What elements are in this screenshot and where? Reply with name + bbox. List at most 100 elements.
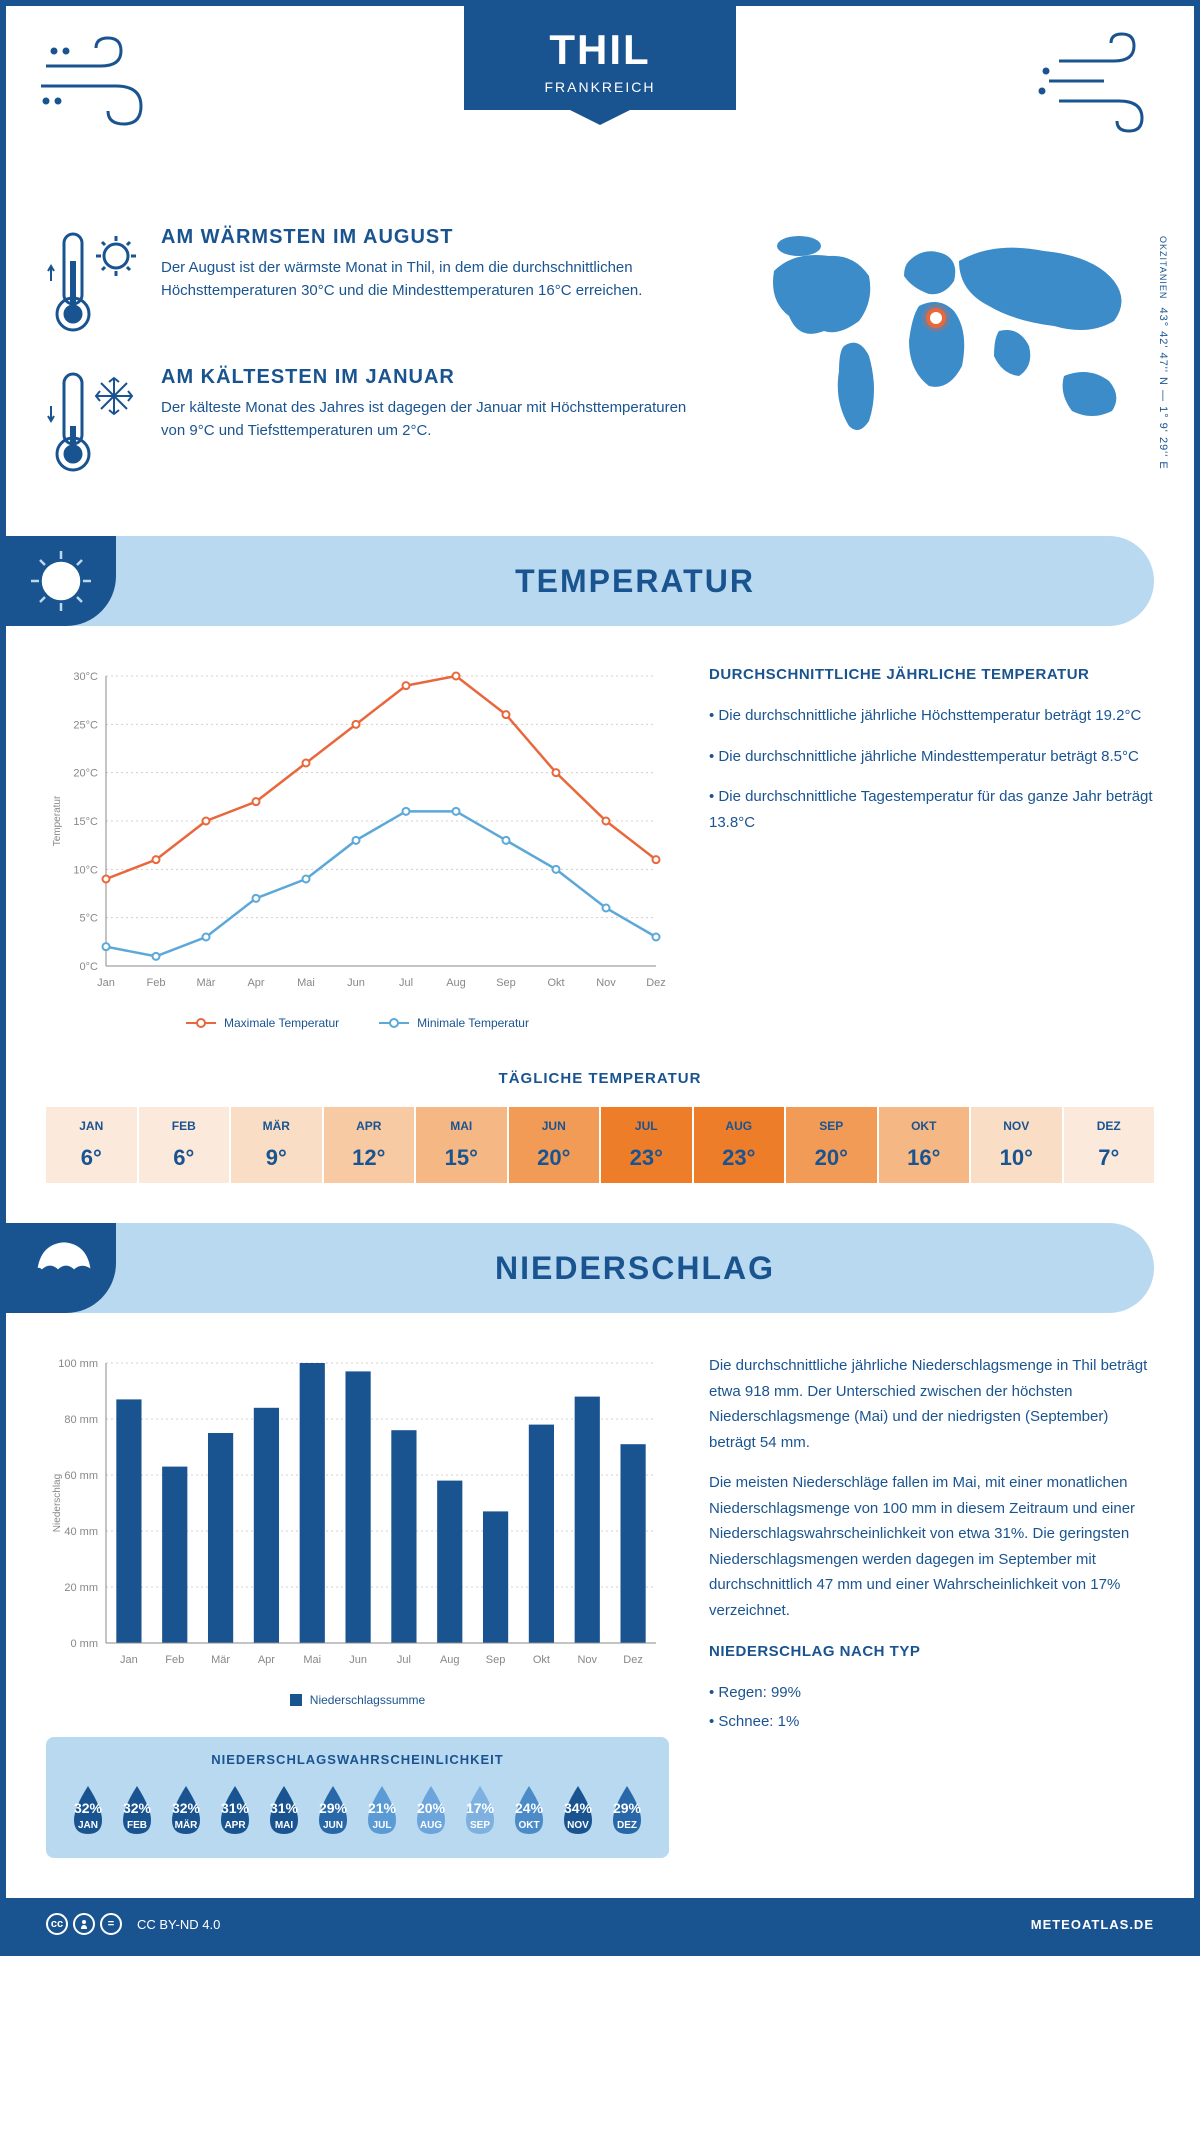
precip-drop: 24%OKT (507, 1782, 551, 1843)
svg-text:15°C: 15°C (73, 816, 98, 828)
daily-temp-title: TÄGLICHE TEMPERATUR (46, 1070, 1154, 1087)
svg-text:Jan: Jan (120, 1654, 138, 1666)
temp-info: DURCHSCHNITTLICHE JÄHRLICHE TEMPERATUR •… (709, 666, 1154, 1030)
svg-text:0 mm: 0 mm (71, 1638, 99, 1650)
title-banner: THIL FRANKREICH (464, 6, 735, 110)
precip-info-p1: Die durchschnittliche jährliche Niedersc… (709, 1353, 1154, 1455)
thermometer-hot-icon (46, 226, 141, 341)
svg-text:Feb: Feb (165, 1654, 184, 1666)
daily-temp-cell: SEP20° (786, 1107, 877, 1183)
svg-text:Okt: Okt (547, 977, 564, 989)
precip-info: Die durchschnittliche jährliche Niedersc… (709, 1353, 1154, 1858)
svg-text:30°C: 30°C (73, 671, 98, 683)
precip-drop: 29%JUN (311, 1782, 355, 1843)
precip-drop: 21%JUL (360, 1782, 404, 1843)
svg-text:Okt: Okt (533, 1654, 550, 1666)
svg-text:Jul: Jul (399, 977, 413, 989)
daily-temp-cell: JUN20° (509, 1107, 600, 1183)
temp-section-header: TEMPERATUR (6, 536, 1154, 626)
svg-text:Aug: Aug (446, 977, 466, 989)
svg-text:Jun: Jun (347, 977, 365, 989)
svg-text:Mai: Mai (297, 977, 315, 989)
svg-text:Feb: Feb (147, 977, 166, 989)
svg-text:20 mm: 20 mm (64, 1582, 98, 1594)
coldest-text: Der kälteste Monat des Jahres ist dagege… (161, 397, 694, 442)
svg-text:0°C: 0°C (80, 961, 99, 973)
svg-text:Dez: Dez (623, 1654, 643, 1666)
umbrella-icon (6, 1223, 116, 1313)
svg-text:40 mm: 40 mm (64, 1526, 98, 1538)
precip-drop: 32%FEB (115, 1782, 159, 1843)
precip-section-header: NIEDERSCHLAG (6, 1223, 1154, 1313)
coordinates-label: OKZITANIEN 43° 42' 47'' N — 1° 9' 29'' E (1157, 236, 1169, 470)
temp-line-chart: 0°C5°C10°C15°C20°C25°C30°CJanFebMärAprMa… (46, 666, 669, 1001)
svg-text:Mai: Mai (303, 1654, 321, 1666)
precip-bar-chart: 0 mm 20 mm 40 mm 60 mm 80 mm 100 mm Jan Feb Mär A… (46, 1353, 669, 1678)
precip-drop: 20%AUG (409, 1782, 453, 1843)
precip-drop: 32%JAN (66, 1782, 110, 1843)
precip-legend: Niederschlagssumme (46, 1693, 669, 1707)
precip-info-p2: Die meisten Niederschläge fallen im Mai,… (709, 1470, 1154, 1623)
precip-drop: 31%APR (213, 1782, 257, 1843)
sun-icon (6, 536, 116, 626)
svg-text:Jan: Jan (97, 977, 115, 989)
precip-drop: 29%DEZ (605, 1782, 649, 1843)
svg-text:Sep: Sep (496, 977, 516, 989)
svg-text:Jun: Jun (349, 1654, 367, 1666)
world-map (734, 226, 1154, 456)
temp-legend: Maximale Temperatur Minimale Temperatur (46, 1016, 669, 1030)
svg-text:80 mm: 80 mm (64, 1414, 98, 1426)
wind-icon (36, 26, 166, 141)
svg-text:Mär: Mär (211, 1654, 230, 1666)
precip-drop: 32%MÄR (164, 1782, 208, 1843)
header: THIL FRANKREICH (6, 6, 1194, 206)
daily-temp-cell: JAN6° (46, 1107, 137, 1183)
daily-temp-cell: NOV10° (971, 1107, 1062, 1183)
svg-text:Apr: Apr (247, 977, 264, 989)
svg-text:Apr: Apr (258, 1654, 275, 1666)
svg-text:10°C: 10°C (73, 864, 98, 876)
temp-info-title: DURCHSCHNITTLICHE JÄHRLICHE TEMPERATUR (709, 666, 1154, 683)
cc-license-icons: cc = CC BY-ND 4.0 (46, 1913, 220, 1935)
svg-text:25°C: 25°C (73, 719, 98, 731)
precip-section-title: NIEDERSCHLAG (116, 1250, 1154, 1287)
svg-text:Nov: Nov (577, 1654, 597, 1666)
precip-drop: 31%MAI (262, 1782, 306, 1843)
svg-text:Dez: Dez (646, 977, 666, 989)
temp-bullet: • Die durchschnittliche Tagestemperatur … (709, 784, 1154, 835)
svg-text:Temperatur: Temperatur (52, 795, 63, 846)
daily-temp-cell: MAI15° (416, 1107, 507, 1183)
temp-bullet: • Die durchschnittliche jährliche Mindes… (709, 744, 1154, 770)
temp-section-title: TEMPERATUR (116, 563, 1154, 600)
coldest-info: AM KÄLTESTEN IM JANUAR Der kälteste Mona… (46, 366, 694, 481)
city-title: THIL (544, 26, 655, 74)
license-text: CC BY-ND 4.0 (137, 1917, 220, 1932)
warmest-title: AM WÄRMSTEN IM AUGUST (161, 226, 694, 249)
precip-type-title: NIEDERSCHLAG NACH TYP (709, 1643, 1154, 1660)
daily-temp-cell: MÄR9° (231, 1107, 322, 1183)
daily-temp-cell: FEB6° (139, 1107, 230, 1183)
precip-drop: 17%SEP (458, 1782, 502, 1843)
svg-text:60 mm: 60 mm (64, 1470, 98, 1482)
svg-text:Sep: Sep (486, 1654, 506, 1666)
warmest-text: Der August ist der wärmste Monat in Thil… (161, 257, 694, 302)
daily-temp-cell: APR12° (324, 1107, 415, 1183)
country-subtitle: FRANKREICH (544, 79, 655, 95)
daily-temp-cell: AUG23° (694, 1107, 785, 1183)
map-marker-icon (926, 308, 946, 328)
precip-type: • Schnee: 1% (709, 1709, 1154, 1735)
svg-text:100 mm: 100 mm (58, 1358, 98, 1370)
svg-text:Mär: Mär (197, 977, 216, 989)
site-name: METEOATLAS.DE (1031, 1917, 1154, 1932)
daily-temp-cell: DEZ7° (1064, 1107, 1155, 1183)
precip-type: • Regen: 99% (709, 1680, 1154, 1706)
world-map-container: OKZITANIEN 43° 42' 47'' N — 1° 9' 29'' E (734, 226, 1154, 506)
svg-text:Nov: Nov (596, 977, 616, 989)
coldest-title: AM KÄLTESTEN IM JANUAR (161, 366, 694, 389)
precip-prob-panel: NIEDERSCHLAGSWAHRSCHEINLICHKEIT 32%JAN32… (46, 1737, 669, 1858)
thermometer-cold-icon (46, 366, 141, 481)
svg-text:Jul: Jul (397, 1654, 411, 1666)
svg-text:Aug: Aug (440, 1654, 460, 1666)
info-section: AM WÄRMSTEN IM AUGUST Der August ist der… (6, 206, 1194, 536)
warmest-info: AM WÄRMSTEN IM AUGUST Der August ist der… (46, 226, 694, 341)
